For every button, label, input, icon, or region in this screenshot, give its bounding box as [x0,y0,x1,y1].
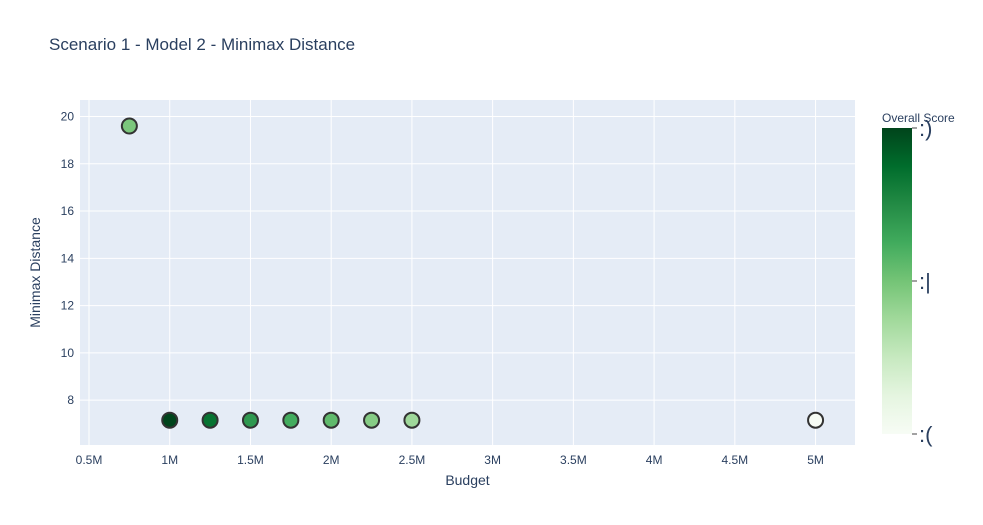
colorbar-title: Overall Score [882,111,955,125]
x-tick-label: 3.5M [560,453,587,467]
x-tick-label: 1.5M [237,453,264,467]
y-axis-title: Minimax Distance [27,217,43,328]
y-tick-label: 16 [61,204,75,218]
data-point [322,411,340,429]
x-tick-label: 0.5M [76,453,103,467]
data-point [201,411,219,429]
chart-title: Scenario 1 - Model 2 - Minimax Distance [49,35,355,54]
colorbar-ticks: :) :| :( [912,116,933,447]
data-point [161,411,179,429]
y-tick-label: 20 [61,110,75,124]
x-tick-label: 2M [323,453,340,467]
colorbar-tick-label: :( [919,422,933,447]
colorbar-gradient [882,128,912,434]
y-tick-label: 12 [61,299,75,313]
plot-area [80,100,855,445]
colorbar-tick-label: :) [919,116,932,141]
data-points [120,117,825,429]
data-point [241,411,259,429]
data-point [807,411,825,429]
axis-ticks: 0.5M 1M 1.5M 2M 2.5M 3M 3.5M 4M 4.5M 5M 8 10 12 14 16 1… [61,110,824,467]
colorbar-tick-label: :| [919,269,931,294]
y-tick-label: 8 [67,393,74,407]
y-tick-label: 14 [61,251,75,265]
x-tick-label: 5M [807,453,824,467]
x-tick-label: 2.5M [399,453,426,467]
x-tick-label: 3M [484,453,501,467]
x-tick-label: 4.5M [721,453,748,467]
grid-lines [80,100,855,445]
data-point [403,411,421,429]
x-axis-title: Budget [445,472,489,488]
x-tick-label: 4M [646,453,663,467]
data-point [120,117,138,135]
y-tick-label: 10 [61,346,75,360]
x-tick-label: 1M [161,453,178,467]
data-point [363,411,381,429]
data-point [282,411,300,429]
y-tick-label: 18 [61,157,75,171]
colorbar: Overall Score :) :| :( [882,111,955,447]
